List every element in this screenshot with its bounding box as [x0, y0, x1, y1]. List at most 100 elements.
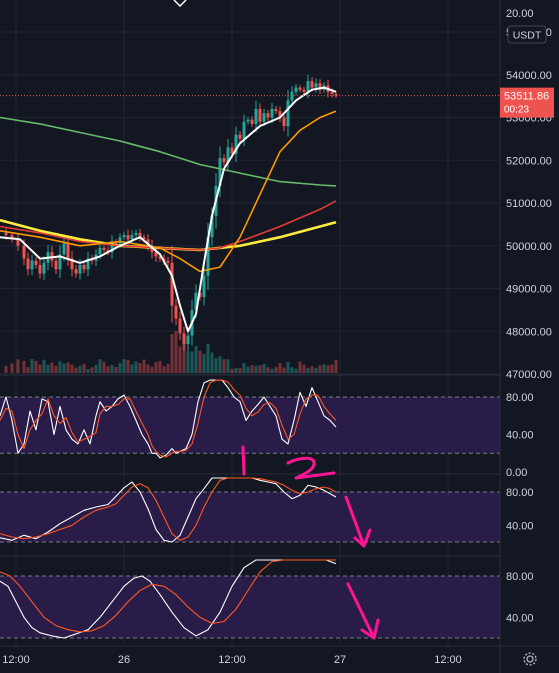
volume-bar — [86, 368, 90, 373]
last-price-tag: 53511.86 00:23 — [500, 87, 554, 118]
stochastic-line — [0, 559, 336, 633]
volume-bar — [38, 364, 42, 373]
stochastic-line — [0, 559, 337, 639]
moving-average-line — [0, 86, 337, 333]
annotation-drawings[interactable] — [241, 445, 380, 640]
price-tick-label: 20.00 — [506, 8, 534, 20]
stochastic-tick-label: 40.00 — [506, 430, 534, 442]
volume-bar — [178, 346, 182, 373]
volume-bar — [242, 363, 246, 373]
candle — [254, 100, 258, 133]
volume-bar — [334, 359, 338, 373]
volume-bar — [266, 367, 270, 373]
volume-bar — [206, 343, 210, 373]
candle — [278, 106, 282, 123]
candle — [186, 329, 190, 351]
candle — [222, 154, 226, 167]
volume-bar — [294, 368, 298, 373]
volume-bar — [150, 366, 154, 373]
volume-bar — [78, 365, 82, 373]
currency-badge[interactable]: USDT — [507, 25, 547, 44]
volume-bar — [226, 359, 230, 373]
candle — [282, 112, 286, 132]
volume-bar — [62, 363, 66, 373]
candle — [318, 79, 322, 94]
volume-bar — [58, 361, 62, 373]
volume-bar — [42, 359, 46, 373]
volume-bar — [190, 351, 194, 373]
time-label-5: 12:00 — [434, 654, 462, 666]
volume-bar — [114, 366, 118, 373]
stochastic-pane-2[interactable] — [0, 477, 500, 543]
annotation-arrow-down-1 — [344, 495, 372, 548]
candle — [30, 254, 34, 276]
candle — [302, 86, 306, 95]
candle — [10, 231, 14, 243]
volume-bar — [66, 362, 70, 373]
candle — [334, 91, 338, 99]
price-pane[interactable] — [0, 31, 500, 375]
volume-bar — [74, 367, 78, 373]
price-tick-label: 50000.00 — [506, 241, 552, 253]
time-label-3: 12:00 — [218, 654, 246, 666]
stochastic-tick-label: 80.00 — [506, 487, 534, 499]
volume-bar — [238, 368, 242, 373]
candle — [250, 116, 254, 128]
candle — [266, 110, 270, 121]
candle — [238, 130, 242, 143]
volume-bar — [138, 363, 142, 373]
stochastic-tick-label: 40.00 — [506, 612, 534, 624]
stochastic-pane-3[interactable] — [0, 559, 500, 639]
volume-bar — [302, 364, 306, 373]
stochastic-band — [0, 397, 500, 454]
candle — [102, 245, 106, 253]
top-edge-line-fragment — [173, 0, 187, 8]
candle — [130, 230, 134, 245]
volume-bar — [30, 359, 34, 373]
price-axis[interactable]: 20.0055000.0054000.0053000.0052000.00510… — [506, 8, 552, 624]
candle — [70, 251, 74, 277]
candle — [234, 126, 238, 162]
volume-bar — [214, 358, 218, 373]
volume-bar — [230, 368, 234, 373]
volume-bar — [322, 364, 326, 373]
candle — [42, 256, 46, 280]
time-axis[interactable]: 12:00 26 12:00 27 12:00 — [2, 654, 462, 666]
volume-bar — [34, 360, 38, 373]
stochastic-line — [0, 379, 337, 458]
time-label-2: 26 — [118, 654, 130, 666]
candle — [34, 257, 38, 269]
price-tick-label: 54000.00 — [506, 70, 552, 82]
price-tick-label: 47000.00 — [506, 369, 552, 381]
volume-bar — [50, 362, 54, 373]
stochastic-pane-1[interactable] — [0, 379, 500, 459]
candle — [134, 229, 138, 239]
candle — [74, 265, 78, 278]
stochastic-tick-label: 40.00 — [506, 520, 534, 532]
moving-average-line — [0, 116, 337, 187]
candle — [150, 239, 154, 259]
volume-bar — [318, 365, 322, 373]
stochastic-band — [0, 576, 500, 638]
candle — [246, 116, 250, 125]
moving-average-line — [0, 110, 337, 273]
volume-bar — [254, 365, 258, 373]
volume-bar — [118, 363, 122, 373]
volume-bar — [10, 363, 14, 373]
annotation-digit-two — [286, 456, 336, 480]
annotation-digit-one — [241, 445, 246, 476]
candle — [202, 267, 206, 306]
volume-bar — [310, 366, 314, 373]
stochastic-tick-label: 80.00 — [506, 571, 534, 583]
gear-icon[interactable] — [523, 652, 537, 666]
volume-bar — [126, 359, 130, 373]
volume-bar — [4, 365, 8, 373]
volume-bar — [186, 350, 190, 373]
volume-bar — [202, 354, 206, 373]
volume-bar — [298, 361, 302, 373]
candle — [86, 251, 90, 277]
candle — [314, 78, 318, 93]
candle — [290, 86, 294, 106]
volume-bar — [146, 364, 150, 373]
